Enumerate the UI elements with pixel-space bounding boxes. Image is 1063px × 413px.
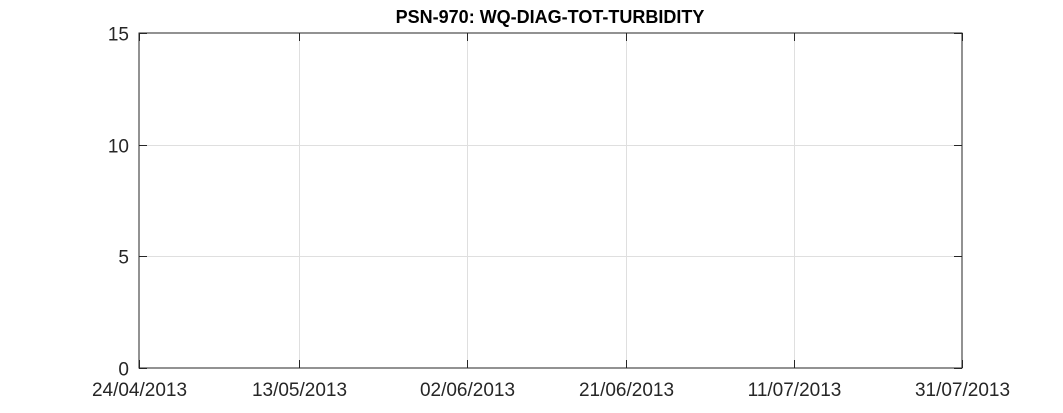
x-tick-label: 02/06/2013 (420, 380, 515, 401)
x-tick-label: 24/04/2013 (92, 380, 187, 401)
y-tick-label: 15 (108, 25, 129, 46)
y-tick-label: 0 (118, 360, 129, 381)
grid-layer (139, 33, 962, 368)
x-tick-labels: 24/04/2013 13/05/2013 02/06/2013 21/06/2013… (92, 380, 1010, 401)
plot-background (139, 33, 962, 368)
x-tick-label: 31/07/2013 (915, 380, 1010, 401)
y-tick-label: 10 (108, 137, 129, 158)
x-tick-label: 21/06/2013 (579, 380, 674, 401)
y-tick-labels: 0 5 10 15 (108, 25, 129, 381)
tick-layer (139, 33, 963, 369)
axes-box (138, 32, 963, 369)
x-tick-label: 11/07/2013 (748, 380, 842, 401)
chart-title: PSN-970: WQ-DIAG-TOT-TURBIDITY (396, 7, 705, 27)
x-tick-label: 13/05/2013 (252, 380, 347, 401)
y-tick-label: 5 (118, 248, 129, 269)
